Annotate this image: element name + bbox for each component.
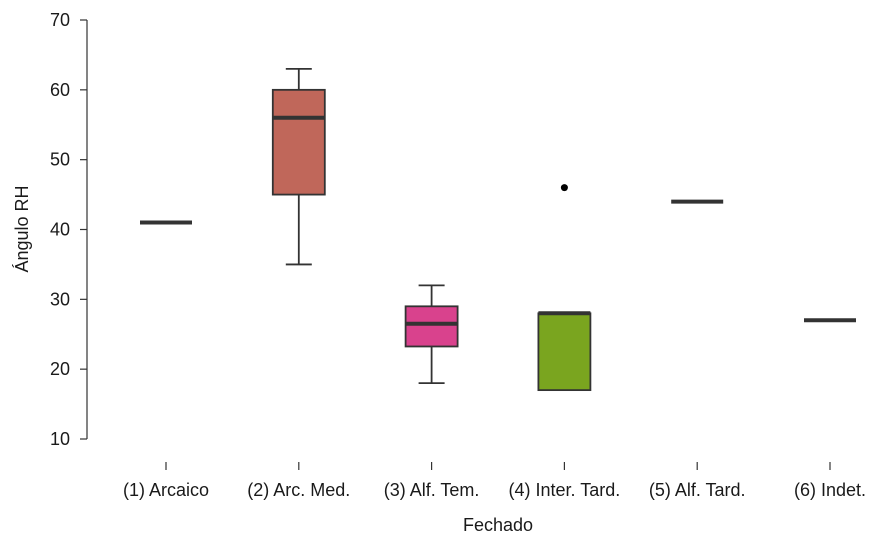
y-tick-label: 20	[50, 359, 70, 379]
box-iqr	[271, 88, 326, 196]
x-tick-label: (3) Alf. Tem.	[384, 480, 480, 500]
y-tick-label: 30	[50, 289, 70, 309]
y-axis-title: Ángulo RH	[12, 185, 32, 272]
x-tick-label: (5) Alf. Tard.	[649, 480, 746, 500]
box-iqr	[537, 312, 592, 392]
x-tick-label: (4) Inter. Tard.	[509, 480, 621, 500]
y-tick-label: 50	[50, 150, 70, 170]
y-axis: 10 20 30 40 50 60 70	[50, 10, 88, 449]
y-tick-label: 70	[50, 10, 70, 30]
box-group	[271, 67, 326, 266]
y-tick-label: 60	[50, 80, 70, 100]
box-iqr	[404, 305, 459, 348]
y-tick-label: 40	[50, 220, 70, 240]
x-tick-label: (1) Arcaico	[123, 480, 209, 500]
x-axis: (1) Arcaico (2) Arc. Med. (3) Alf. Tem. (4)…	[123, 462, 866, 500]
x-axis-title: Fechado	[463, 515, 533, 535]
x-tick-label: (2) Arc. Med.	[247, 480, 350, 500]
box-plot-series	[140, 67, 856, 392]
box-group	[404, 284, 459, 385]
box-group	[537, 184, 592, 392]
outlier-point	[560, 184, 568, 192]
y-tick-label: 10	[50, 429, 70, 449]
x-tick-label: (6) Indet.	[794, 480, 866, 500]
